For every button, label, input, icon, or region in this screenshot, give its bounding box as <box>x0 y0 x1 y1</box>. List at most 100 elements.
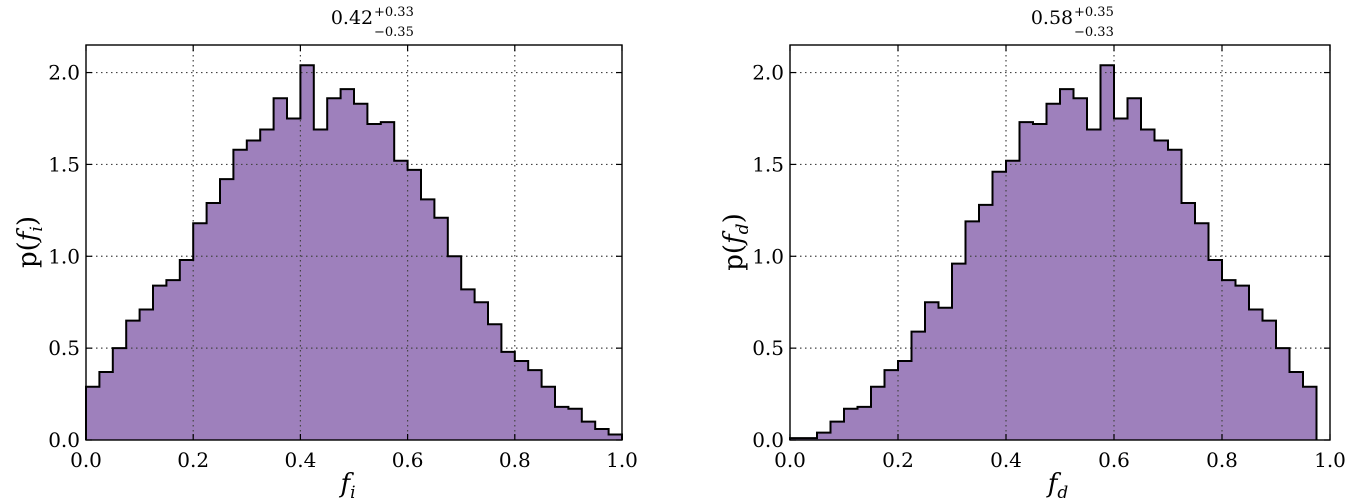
axes-frame <box>85 44 623 441</box>
panel-title-fi: 0.42 <box>331 7 373 29</box>
x-tick-label: 0.0 <box>774 448 806 472</box>
title-plus-error: +0.35 <box>1074 5 1114 20</box>
histogram-panel-fd: 0.58 +0.35 −0.33 0.0 0.2 0.4 0.6 0.8 1.00.00.… <box>719 5 1346 502</box>
histogram-bar <box>1168 149 1182 440</box>
histogram-bar <box>1303 386 1317 440</box>
histogram-bar <box>1235 285 1250 440</box>
histogram-bar <box>260 129 275 440</box>
x-tick-label: 1.0 <box>1314 448 1346 472</box>
histogram-bar <box>952 263 966 440</box>
x-tick-label: 0.0 <box>70 448 102 472</box>
histogram-bar <box>367 124 382 440</box>
histogram-bar <box>830 421 845 440</box>
y-axis-label-fi: p(fi) <box>13 216 47 268</box>
histogram-bar <box>1262 320 1277 440</box>
x-axis-label-fd: fd <box>1046 469 1069 502</box>
histogram-bar <box>884 370 899 440</box>
histogram-bar <box>1073 98 1088 441</box>
histogram-bar <box>300 65 315 441</box>
histogram-bar <box>179 259 194 440</box>
histogram-bar <box>501 351 516 440</box>
histogram-bar <box>407 169 422 440</box>
histogram-bar <box>911 331 926 440</box>
histogram-bar <box>327 98 342 441</box>
histogram-bar <box>99 372 114 440</box>
histogram-bar <box>514 361 529 440</box>
histogram-bar <box>1006 160 1020 440</box>
y-tick-label: 0.0 <box>752 428 784 452</box>
histogram-bar <box>1019 122 1034 441</box>
histogram-bar <box>86 386 100 440</box>
x-tick-label: 0.2 <box>882 448 914 472</box>
y-tick-label: 0.0 <box>48 428 80 452</box>
histogram-bar <box>938 307 953 440</box>
title-value: 0.42 <box>331 7 373 29</box>
panel-title-fd: 0.58 <box>1031 7 1073 29</box>
histogram-bar <box>1100 65 1115 441</box>
histogram-bar <box>1087 129 1101 440</box>
histogram-bar <box>233 149 248 440</box>
histogram-bar <box>273 98 288 441</box>
histogram-panel-fi: 0.42 +0.33 −0.35 0.0 0.2 0.4 0.6 0.8 1.00.00.… <box>13 5 638 502</box>
plot-area-fi: 0.0 0.2 0.4 0.6 0.8 1.0 0.0 0.5 1.0 1.5 2.0 <box>48 44 638 472</box>
title-value: 0.58 <box>1031 7 1073 29</box>
histogram-bar <box>1060 89 1074 441</box>
histogram-bar <box>871 386 885 440</box>
histogram-bar <box>354 103 368 440</box>
histogram-bar <box>126 320 141 440</box>
histogram-bar <box>568 408 583 440</box>
x-tick-label: 0.2 <box>177 448 209 472</box>
y-tick-label: 1.5 <box>752 152 784 176</box>
histogram-bar <box>488 324 502 440</box>
histogram-bar <box>1127 98 1142 441</box>
histogram-bar <box>925 302 939 440</box>
histogram-bar <box>206 203 221 440</box>
histogram-bar <box>857 406 872 440</box>
histogram-bar <box>340 89 355 441</box>
histogram-bar <box>474 302 489 440</box>
histogram-bar <box>541 386 556 440</box>
histogram-bar <box>844 408 858 440</box>
y-tick-label: 2.0 <box>752 61 784 85</box>
histogram-bar <box>1208 259 1223 440</box>
histogram-bar <box>555 406 569 440</box>
histogram-bar <box>1141 129 1155 440</box>
histogram-bar <box>1222 280 1236 440</box>
histogram-bar <box>193 223 208 440</box>
histogram-bar <box>1154 140 1169 440</box>
histogram-bar <box>220 179 234 440</box>
histogram-bar <box>965 221 980 440</box>
y-tick-label: 1.5 <box>48 152 80 176</box>
x-axis-label-fi: fi <box>338 469 355 502</box>
histogram-bar <box>313 129 328 440</box>
histogram-bar <box>434 217 449 440</box>
x-tick-label: 1.0 <box>606 448 638 472</box>
histogram-bar <box>595 428 610 440</box>
y-tick-label: 0.5 <box>48 336 80 360</box>
x-tick-label: 0.8 <box>1206 448 1238 472</box>
title-minus-error: −0.35 <box>374 25 414 40</box>
x-tick-label: 0.6 <box>392 448 424 472</box>
histogram-bar <box>992 171 1007 440</box>
histogram-bar <box>394 160 409 440</box>
histogram-bar <box>112 348 127 440</box>
histogram-step-outline <box>85 64 623 440</box>
histogram-bar <box>581 421 596 440</box>
histogram-bar <box>287 118 301 440</box>
title-minus-error: −0.33 <box>1074 25 1114 40</box>
histogram-bar <box>608 434 623 440</box>
histogram-bar <box>1276 348 1290 440</box>
axes-frame <box>789 44 1331 441</box>
histogram-bar <box>528 370 543 440</box>
y-axis-label-fd: p(fd) <box>719 213 753 270</box>
histogram-bar <box>1195 223 1209 440</box>
y-tick-label: 2.0 <box>48 61 80 85</box>
title-plus-error: +0.33 <box>374 5 414 20</box>
plot-area-fd: 0.0 0.2 0.4 0.6 0.8 1.0 0.0 0.5 1.0 1.5 2.0 <box>752 44 1346 472</box>
histogram-bar <box>979 204 993 440</box>
histogram-bar <box>1249 309 1263 440</box>
y-tick-label: 0.5 <box>752 336 784 360</box>
histogram-bar <box>166 280 181 440</box>
histogram-bar <box>817 432 831 440</box>
